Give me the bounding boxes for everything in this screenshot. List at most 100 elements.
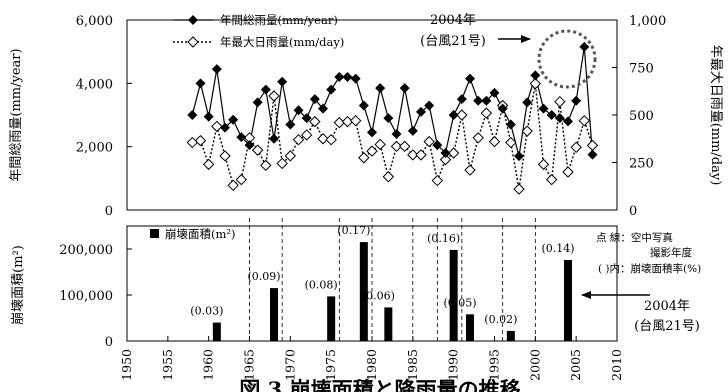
annual-rainfall-point	[195, 78, 206, 89]
annual-rainfall-point	[301, 113, 312, 124]
max-daily-rainfall-point	[439, 153, 452, 166]
landslide-legend: 崩壊面積(m²)	[150, 227, 236, 241]
landslide-axis-tick-label: 0	[105, 335, 113, 350]
year-axis-tick-label: 1990	[446, 349, 461, 381]
landslide-axis-title: 崩壊面積(m²)	[11, 245, 26, 325]
max-daily-rainfall-point	[529, 77, 542, 90]
annual-rainfall-point	[407, 125, 418, 136]
max-daily-rainfall-point	[545, 173, 558, 186]
annual-rainfall-point	[481, 95, 492, 106]
typhoon-annotation-top: 2004年 (台風21号)	[420, 13, 597, 89]
landslide-bars: (0.03) (0.09) (0.08) (0.17) (0.06) (0.16) (0.0…	[190, 224, 575, 341]
landslide-ratio-label: (0.17)	[337, 224, 370, 237]
rainfall-series	[186, 41, 599, 195]
year-axis-tick-label: 2010	[609, 349, 624, 381]
max-daily-rainfall-point	[407, 149, 419, 161]
landslide-bar	[327, 296, 336, 341]
note-dotted-line: 点 線：空中写真	[596, 231, 673, 244]
max-daily-rainfall-point	[578, 114, 591, 127]
max-daily-rainfall-point	[202, 158, 215, 171]
landslide-axis-tick-label: 100,000	[59, 289, 113, 304]
annual-rainfall-point	[440, 148, 451, 158]
landslide-bar	[564, 260, 572, 341]
annual-rainfall-point	[391, 129, 402, 139]
landslide-area-chart: 0 100,000 200,000 1950 1955 1960 1965 1970 1975…	[11, 218, 701, 381]
max-daily-rainfall-point	[488, 135, 501, 148]
max-daily-rainfall-point	[227, 179, 239, 192]
max-daily-rainfall-point	[447, 147, 460, 159]
landslide-y-axis: 0 100,000 200,000	[59, 243, 132, 350]
landslide-axis-tick-label: 200,000	[59, 243, 113, 258]
max-daily-rainfall-point	[300, 129, 313, 141]
annual-rainfall-point	[260, 84, 271, 95]
landslide-bar	[359, 242, 368, 341]
typhoon-name-label-bottom: (台風21号)	[634, 319, 700, 334]
annual-rainfall-point	[334, 72, 345, 82]
year-axis-tick-label: 1960	[201, 349, 216, 381]
annual-rainfall-point	[318, 103, 328, 114]
max-daily-rainfall-point	[276, 157, 288, 170]
landslide-ratio-label: (0.05)	[443, 296, 476, 309]
annual-rainfall-point	[309, 94, 320, 105]
annual-rainfall-point	[375, 83, 386, 94]
year-axis-tick-label: 1975	[323, 349, 338, 381]
typhoon-year-label: 2004年	[430, 13, 476, 28]
legend-open-diamond-marker	[187, 36, 199, 48]
max-daily-rainfall-point	[521, 125, 533, 137]
max-daily-rainfall-point	[464, 164, 476, 176]
max-daily-rainfall-point	[251, 144, 264, 156]
year-axis-tick-label: 1950	[119, 349, 134, 381]
max-daily-rainfall-point	[186, 136, 199, 149]
left-axis-tick-label: 2,000	[76, 141, 113, 156]
max-daily-rainfall-point	[513, 183, 525, 195]
annual-rainfall-point	[220, 122, 230, 133]
annual-rainfall-point	[203, 111, 214, 122]
landslide-ratio-label: (0.03)	[190, 305, 223, 318]
year-axis-tick-label: 2000	[527, 349, 542, 381]
landslide-bar	[212, 322, 221, 341]
legend-bar-swatch	[150, 229, 159, 238]
right-axis-title: 年最大日雨量(mm/day)	[708, 45, 723, 186]
annual-rainfall-point	[473, 95, 484, 106]
annual-rainfall-point	[424, 100, 435, 111]
legend-landslide-label: 崩壊面積(m²)	[165, 227, 236, 241]
max-daily-rainfall-point	[366, 145, 378, 157]
annual-rainfall-point	[522, 97, 533, 108]
max-daily-rainfall-point	[398, 140, 411, 153]
typhoon-highlight-circle	[537, 29, 597, 89]
rainfall-left-axis: 0 2,000 4,000 6,000	[76, 14, 132, 219]
year-axis-tick-label: 1970	[282, 349, 297, 381]
max-daily-rainfall-point	[382, 171, 395, 183]
year-axis-tick-label: 1980	[364, 349, 379, 381]
annual-rainfall-point	[538, 103, 549, 114]
max-daily-rainfall-point	[456, 109, 468, 121]
annual-rainfall-point	[350, 73, 361, 84]
year-axis-tick-label: 2005	[568, 349, 583, 381]
annual-rainfall-point	[244, 140, 255, 151]
annual-rainfall-point	[416, 106, 426, 117]
typhoon-name-label: (台風21号)	[420, 34, 486, 49]
annual-rainfall-point	[285, 119, 296, 130]
annual-rainfall-point	[399, 83, 410, 94]
annual-rainfall-point	[211, 64, 222, 75]
annual-rainfall-point	[342, 72, 353, 82]
max-daily-rainfall-point	[317, 133, 329, 145]
max-daily-rainfall-point	[423, 135, 435, 148]
right-axis-tick-label: 500	[629, 109, 654, 124]
year-axis-tick-label: 1955	[160, 349, 175, 381]
typhoon-annotation-bottom: 2004年 (台風21号)	[581, 291, 700, 334]
landslide-ratio-label: (0.06)	[362, 289, 395, 302]
annual-rainfall-point	[571, 95, 582, 106]
landslide-bar	[466, 314, 474, 341]
figure-caption: 図 3 崩壊面積と降雨量の推移	[239, 377, 520, 392]
max-daily-rainfall-point	[358, 152, 370, 164]
left-axis-tick-label: 4,000	[76, 77, 113, 92]
landslide-bar	[506, 330, 515, 341]
annual-rainfall-point	[187, 110, 198, 120]
max-daily-rainfall-point	[554, 95, 566, 108]
right-axis-tick-label: 250	[629, 157, 654, 172]
max-daily-rainfall-point	[390, 140, 403, 153]
annual-rainfall-point	[367, 127, 377, 138]
max-daily-rainfall-point	[325, 133, 337, 146]
year-x-axis: 1950 1955 1960 1965 1970 1975 1980 1985 1990 1995…	[119, 336, 624, 381]
